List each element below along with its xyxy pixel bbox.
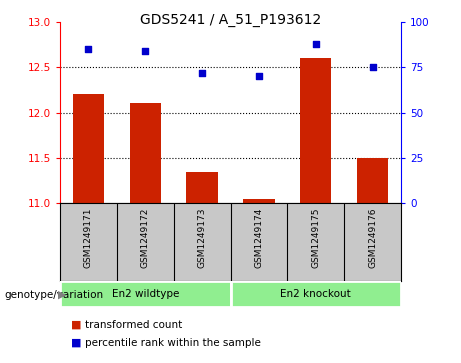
Text: GSM1249176: GSM1249176 <box>368 207 377 268</box>
Bar <box>73 94 104 203</box>
Bar <box>300 58 331 203</box>
Point <box>369 64 376 70</box>
Bar <box>230 281 401 307</box>
Text: GSM1249175: GSM1249175 <box>311 207 320 268</box>
Bar <box>243 199 275 203</box>
Point <box>312 41 319 46</box>
Point <box>85 46 92 52</box>
Text: En2 knockout: En2 knockout <box>280 289 351 299</box>
Text: GSM1249172: GSM1249172 <box>141 207 150 268</box>
Point <box>198 70 206 76</box>
Point <box>255 73 263 79</box>
Text: transformed count: transformed count <box>85 320 183 330</box>
Point <box>142 48 149 54</box>
Text: GSM1249173: GSM1249173 <box>198 207 207 268</box>
Text: GSM1249174: GSM1249174 <box>254 207 263 268</box>
Text: ■: ■ <box>71 338 82 348</box>
Text: GDS5241 / A_51_P193612: GDS5241 / A_51_P193612 <box>140 13 321 27</box>
Text: ▶: ▶ <box>58 290 66 300</box>
Text: genotype/variation: genotype/variation <box>5 290 104 300</box>
Text: GSM1249171: GSM1249171 <box>84 207 93 268</box>
Text: ■: ■ <box>71 320 82 330</box>
Bar <box>357 158 388 203</box>
Bar <box>60 281 230 307</box>
Text: percentile rank within the sample: percentile rank within the sample <box>85 338 261 348</box>
Bar <box>186 172 218 203</box>
Bar <box>130 103 161 203</box>
Text: En2 wildtype: En2 wildtype <box>112 289 179 299</box>
